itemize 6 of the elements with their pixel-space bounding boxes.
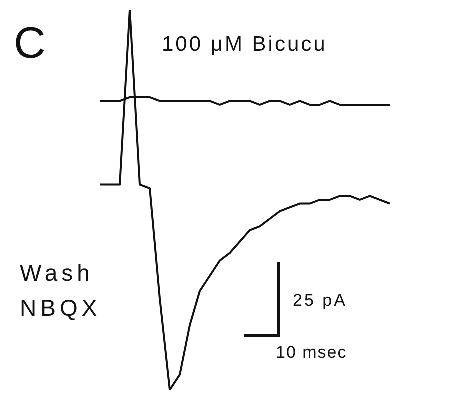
text: Wash [20,260,94,286]
text: C [14,19,46,68]
annotation: 25 pA [293,291,348,310]
annotation: 10 msec [276,343,348,362]
annotation: NBQX [20,295,102,321]
annotation: 100 μM Bicucu [162,33,328,56]
